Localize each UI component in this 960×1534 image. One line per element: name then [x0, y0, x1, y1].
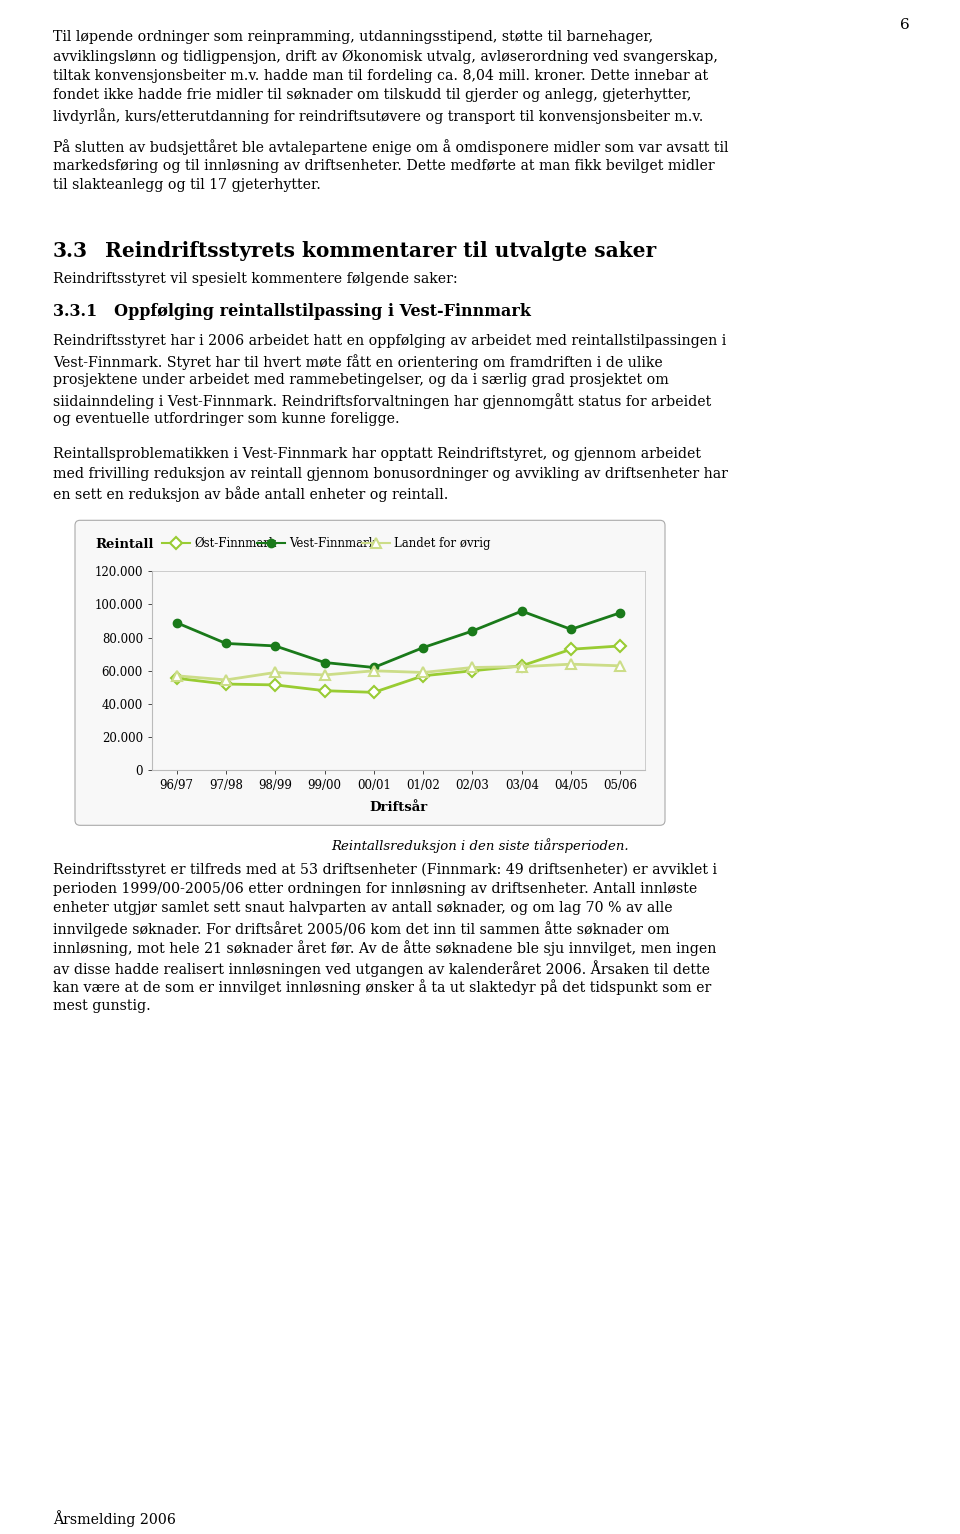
Text: kan være at de som er innvilget innløsning ønsker å ta ut slaktedyr på det tidsp: kan være at de som er innvilget innløsni… — [53, 979, 711, 996]
Text: og eventuelle utfordringer som kunne foreligge.: og eventuelle utfordringer som kunne for… — [53, 413, 399, 426]
Text: Reintall: Reintall — [95, 538, 154, 551]
Text: På slutten av budsjettåret ble avtalepartene enige om å omdisponere midler som v: På slutten av budsjettåret ble avtalepar… — [53, 140, 729, 155]
Text: fondet ikke hadde frie midler til søknader om tilskudd til gjerder og anlegg, gj: fondet ikke hadde frie midler til søknad… — [53, 89, 691, 103]
Text: av disse hadde realisert innløsningen ved utgangen av kalenderåret 2006. Årsaken: av disse hadde realisert innløsningen ve… — [53, 960, 710, 977]
Text: markedsføring og til innløsning av driftsenheter. Dette medførte at man fikk bev: markedsføring og til innløsning av drift… — [53, 158, 714, 173]
Text: innvilgede søknader. For driftsåret 2005/06 kom det inn til sammen åtte søknader: innvilgede søknader. For driftsåret 2005… — [53, 920, 669, 937]
Text: Landet for øvrig: Landet for øvrig — [394, 537, 491, 551]
Text: perioden 1999/00-2005/06 etter ordningen for innløsning av driftsenheter. Antall: perioden 1999/00-2005/06 etter ordningen… — [53, 882, 697, 896]
Text: 6: 6 — [900, 18, 910, 32]
Text: enheter utgjør samlet sett snaut halvparten av antall søknader, og om lag 70 % a: enheter utgjør samlet sett snaut halvpar… — [53, 902, 673, 916]
Text: Reindriftsstyrets kommentarer til utvalgte saker: Reindriftsstyrets kommentarer til utvalg… — [105, 241, 656, 261]
Text: Reindriftsstyret er tilfreds med at 53 driftsenheter (Finnmark: 49 driftsenheter: Reindriftsstyret er tilfreds med at 53 d… — [53, 862, 717, 877]
Text: avviklingslønn og tidligpensjon, drift av Økonomisk utvalg, avløserordning ved s: avviklingslønn og tidligpensjon, drift a… — [53, 49, 718, 64]
Text: Vest-Finnmark. Styret har til hvert møte fått en orientering om framdriften i de: Vest-Finnmark. Styret har til hvert møte… — [53, 354, 662, 370]
FancyBboxPatch shape — [75, 520, 665, 825]
Text: innløsning, mot hele 21 søknader året før. Av de åtte søknadene ble sju innvilge: innløsning, mot hele 21 søknader året fø… — [53, 940, 716, 956]
Text: en sett en reduksjon av både antall enheter og reintall.: en sett en reduksjon av både antall enhe… — [53, 486, 448, 502]
Text: Reindriftsstyret vil spesielt kommentere følgende saker:: Reindriftsstyret vil spesielt kommentere… — [53, 272, 458, 285]
Text: Vest-Finnmark: Vest-Finnmark — [289, 537, 376, 551]
Text: til slakteanlegg og til 17 gjeterhytter.: til slakteanlegg og til 17 gjeterhytter. — [53, 178, 321, 192]
Text: mest gunstig.: mest gunstig. — [53, 999, 151, 1012]
Text: 3.3.1   Oppfølging reintallstilpassing i Vest-Finnmark: 3.3.1 Oppfølging reintallstilpassing i V… — [53, 304, 531, 321]
Text: 3.3: 3.3 — [53, 241, 88, 261]
Text: Reintallsreduksjon i den siste tiårsperioden.: Reintallsreduksjon i den siste tiårsperi… — [331, 838, 629, 853]
Text: Reindriftsstyret har i 2006 arbeidet hatt en oppfølging av arbeidet med reintall: Reindriftsstyret har i 2006 arbeidet hat… — [53, 334, 727, 348]
Text: livdyrlån, kurs/etterutdanning for reindriftsutøvere og transport til konvensjon: livdyrlån, kurs/etterutdanning for reind… — [53, 107, 704, 124]
Text: Til løpende ordninger som reinpramming, utdanningsstipend, støtte til barnehager: Til løpende ordninger som reinpramming, … — [53, 31, 653, 44]
Text: prosjektene under arbeidet med rammebetingelser, og da i særlig grad prosjektet : prosjektene under arbeidet med rammebeti… — [53, 373, 669, 387]
X-axis label: Driftsår: Driftsår — [370, 801, 427, 813]
Text: Reintallsproblematikken i Vest-Finnmark har opptatt Reindriftstyret, og gjennom : Reintallsproblematikken i Vest-Finnmark … — [53, 448, 701, 462]
Text: Øst-Finnmark: Øst-Finnmark — [194, 537, 276, 551]
Text: med frivilling reduksjon av reintall gjennom bonusordninger og avvikling av drif: med frivilling reduksjon av reintall gje… — [53, 466, 728, 480]
Text: tiltak konvensjonsbeiter m.v. hadde man til fordeling ca. 8,04 mill. kroner. Det: tiltak konvensjonsbeiter m.v. hadde man … — [53, 69, 708, 83]
Text: siidainndeling i Vest-Finnmark. Reindriftsforvaltningen har gjennomgått status f: siidainndeling i Vest-Finnmark. Reindrif… — [53, 393, 711, 408]
Text: Årsmelding 2006: Årsmelding 2006 — [53, 1509, 176, 1526]
